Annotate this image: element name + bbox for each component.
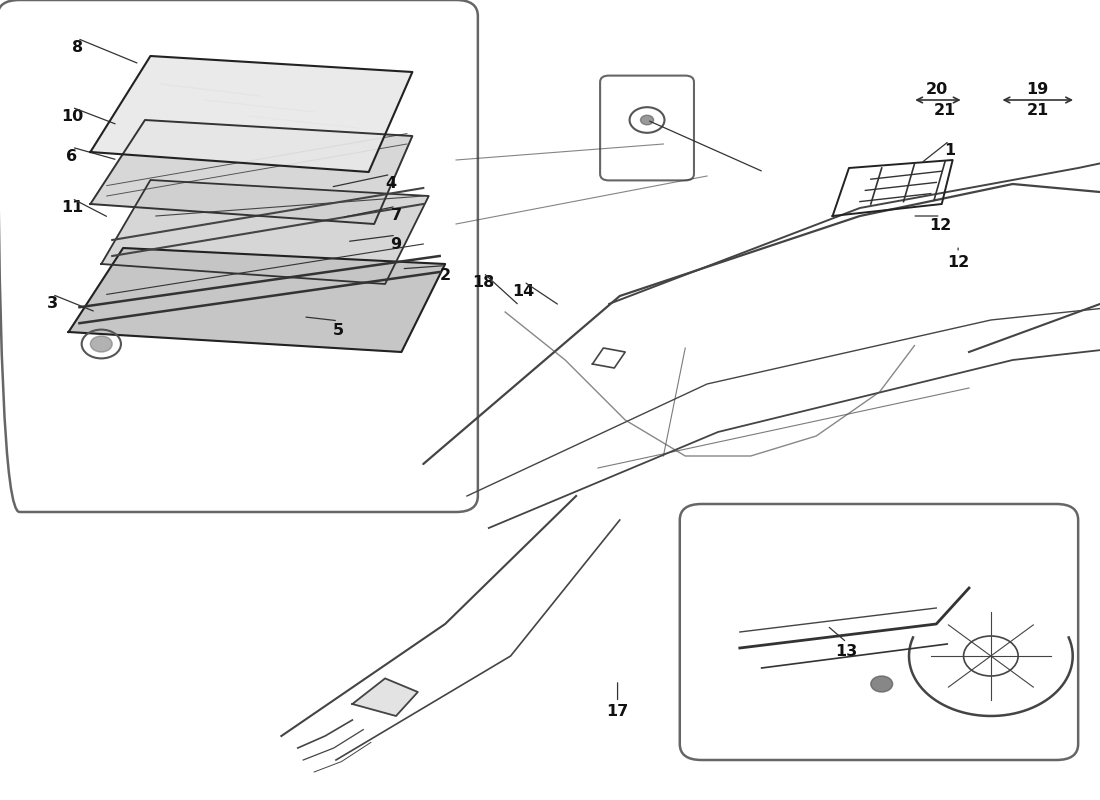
Text: 18: 18	[472, 275, 494, 290]
Text: 11: 11	[60, 201, 82, 215]
Text: 19: 19	[1026, 82, 1049, 97]
Text: 12: 12	[947, 255, 969, 270]
Text: 13: 13	[836, 645, 858, 659]
Text: 12: 12	[930, 218, 952, 233]
Text: 2: 2	[440, 268, 451, 282]
Text: 5: 5	[332, 323, 343, 338]
Polygon shape	[101, 180, 429, 284]
Text: 21: 21	[934, 103, 956, 118]
Text: 4: 4	[385, 177, 396, 191]
Text: 9: 9	[390, 238, 402, 252]
Text: 3: 3	[46, 297, 57, 311]
Text: 17: 17	[606, 705, 629, 719]
Circle shape	[90, 336, 112, 352]
Text: 14: 14	[513, 284, 535, 298]
Circle shape	[640, 115, 653, 125]
Polygon shape	[352, 678, 418, 716]
Polygon shape	[90, 56, 412, 172]
Text: 21: 21	[1026, 103, 1049, 118]
Text: 20: 20	[926, 82, 948, 97]
Text: 7: 7	[390, 209, 402, 223]
Text: 10: 10	[60, 110, 82, 124]
Text: 8: 8	[72, 41, 82, 55]
Text: 6: 6	[66, 150, 77, 164]
Polygon shape	[90, 120, 412, 224]
Polygon shape	[68, 248, 446, 352]
Circle shape	[871, 676, 892, 692]
Text: 1: 1	[944, 143, 955, 158]
